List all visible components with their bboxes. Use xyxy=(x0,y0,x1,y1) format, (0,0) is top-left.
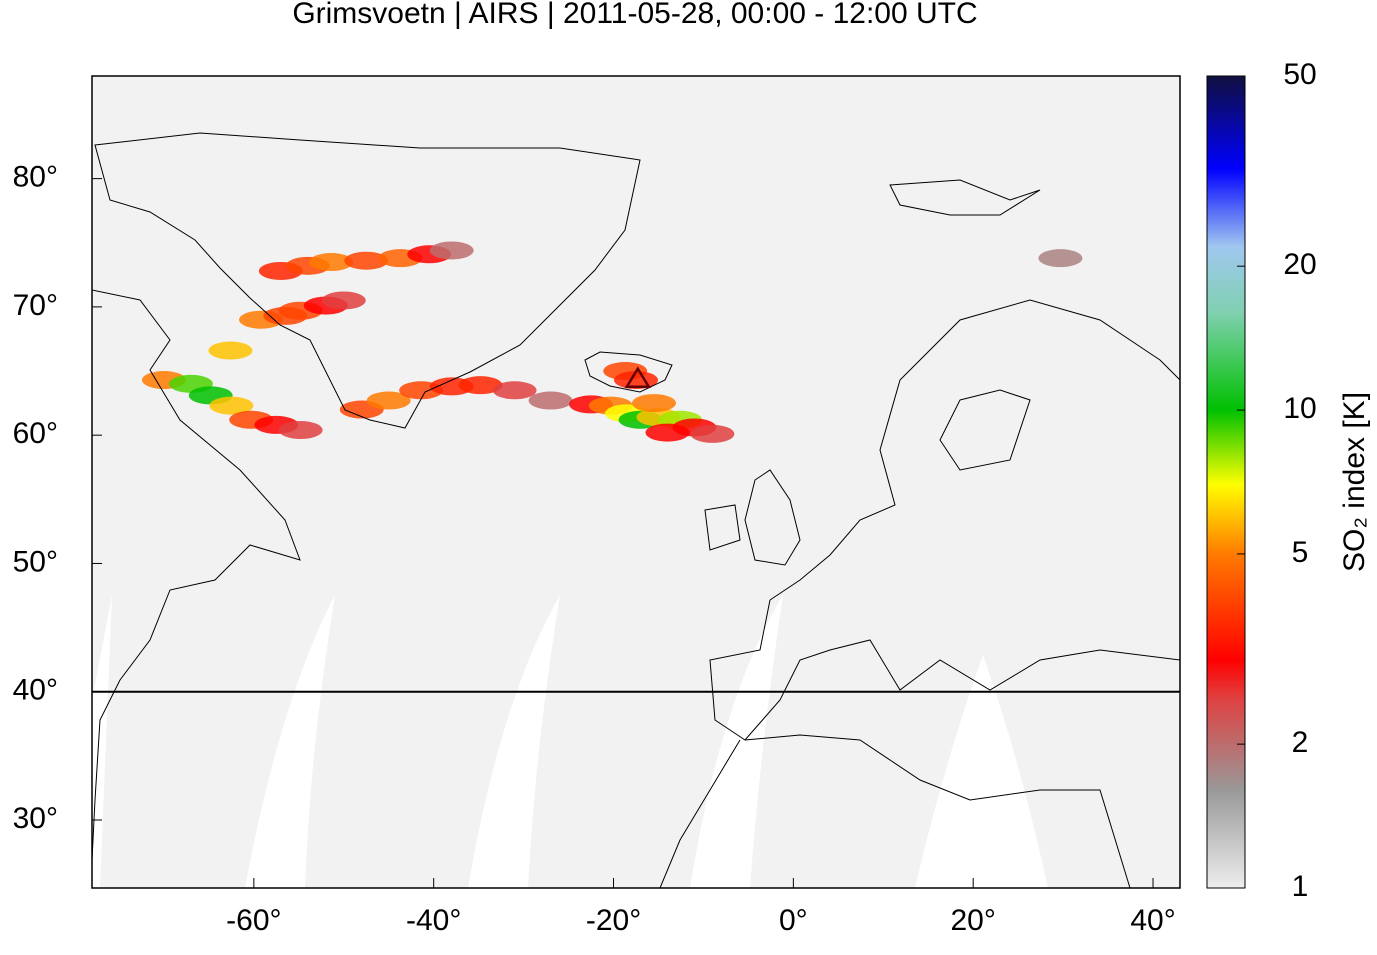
swath-gap xyxy=(690,595,783,888)
colorbar-tick-label: 1 xyxy=(1292,870,1309,903)
x-tick-label: -60° xyxy=(226,904,281,937)
svalbard xyxy=(889,179,1041,216)
overlay: -60° -40° -20° 0° 20° 40° 30° 40° 50° 60° 70° 80° xyxy=(13,161,1180,937)
colorbar-segment xyxy=(1207,246,1245,314)
colorbar-label: SO₂ index [K] xyxy=(1338,392,1371,572)
iceland xyxy=(584,351,673,393)
coastlines xyxy=(92,132,1180,888)
swath-gap xyxy=(915,655,1048,888)
y-tick-label: 80° xyxy=(13,161,58,194)
y-tick-label: 30° xyxy=(13,802,58,835)
colorbar-tick-label: 2 xyxy=(1292,726,1309,759)
colorbar-segment xyxy=(1207,659,1245,699)
data-gaps xyxy=(92,595,1048,888)
plume-cell xyxy=(1038,249,1083,268)
x-tick-label: -20° xyxy=(586,904,641,937)
x-tick-label: -40° xyxy=(406,904,461,937)
colorbar-segment xyxy=(1207,790,1245,889)
x-tick-label: 40° xyxy=(1130,904,1175,937)
y-tick-label: 60° xyxy=(13,417,58,450)
volcano-marker xyxy=(624,366,652,388)
north-america xyxy=(92,289,301,861)
plume-cell xyxy=(631,394,676,413)
plume-cell xyxy=(208,341,253,360)
colorbar-segment xyxy=(1207,484,1245,555)
y-tick-label: 70° xyxy=(13,289,58,322)
plume-cell xyxy=(309,253,354,272)
plume-cell xyxy=(429,241,474,260)
british-isles xyxy=(704,469,801,566)
colorbar-tick-label: 10 xyxy=(1283,392,1316,425)
colorbar-tick-label: 5 xyxy=(1292,536,1309,569)
plumes xyxy=(141,241,1083,443)
plume-cell xyxy=(690,424,735,443)
y-tick-label: 50° xyxy=(13,545,58,578)
x-tick-label: 20° xyxy=(951,904,996,937)
plume-cell xyxy=(492,381,537,400)
africa xyxy=(659,734,1131,888)
colorbar-tick-label: 20 xyxy=(1283,248,1316,281)
chart-title: Grimsvoetn | AIRS | 2011-05-28, 00:00 - … xyxy=(292,0,977,30)
plume-cell xyxy=(458,376,503,395)
x-tick-label: 0° xyxy=(779,904,808,937)
europe xyxy=(709,299,1180,741)
colorbar-segment xyxy=(1207,410,1245,485)
plume-cell xyxy=(366,391,411,410)
colorbar-segment xyxy=(1207,553,1245,661)
colorbar-frame xyxy=(1206,75,1246,889)
greenland xyxy=(94,132,641,429)
swath-gap xyxy=(245,595,335,888)
colorbar-segment xyxy=(1207,76,1245,170)
swath-gap xyxy=(468,595,560,888)
plume-cell xyxy=(321,291,366,310)
colorbar-segment xyxy=(1207,168,1245,247)
map-frame xyxy=(91,75,1181,889)
plume-cell xyxy=(209,396,254,415)
colorbar-segment xyxy=(1207,312,1245,411)
plume-cell xyxy=(645,423,690,442)
plume-cell xyxy=(278,421,323,440)
plume-cell xyxy=(344,251,389,270)
y-tick-label: 40° xyxy=(13,674,58,707)
plume-cell xyxy=(528,391,573,410)
colorbar-tick-label: 50 xyxy=(1283,58,1316,91)
swath-gap xyxy=(92,595,112,888)
